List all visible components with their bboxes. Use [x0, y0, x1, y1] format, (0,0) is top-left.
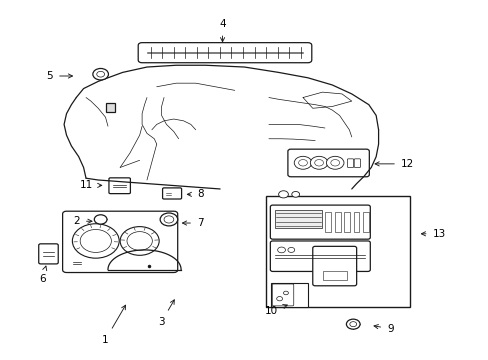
Bar [322, 271, 346, 280]
FancyBboxPatch shape [346, 159, 353, 167]
Text: 13: 13 [421, 229, 445, 239]
Circle shape [160, 213, 177, 226]
Text: 10: 10 [264, 305, 286, 316]
Bar [334, 212, 340, 232]
FancyBboxPatch shape [272, 284, 293, 306]
Circle shape [93, 68, 108, 80]
FancyBboxPatch shape [39, 244, 58, 264]
Circle shape [349, 321, 356, 327]
Text: 9: 9 [373, 324, 393, 334]
Circle shape [127, 231, 152, 250]
FancyBboxPatch shape [270, 241, 369, 271]
FancyBboxPatch shape [353, 159, 360, 167]
Text: 4: 4 [219, 19, 225, 42]
Text: 7: 7 [182, 218, 203, 228]
Text: 1: 1 [102, 305, 125, 345]
Circle shape [94, 215, 107, 224]
Circle shape [294, 156, 311, 169]
FancyBboxPatch shape [270, 205, 369, 239]
Circle shape [287, 247, 294, 252]
Bar [275, 211, 321, 228]
Circle shape [283, 291, 288, 295]
Circle shape [314, 159, 323, 166]
Text: 3: 3 [158, 300, 174, 327]
Circle shape [346, 319, 359, 329]
Bar [362, 212, 368, 232]
Circle shape [278, 191, 288, 198]
Bar [266, 196, 409, 307]
Circle shape [277, 247, 285, 253]
FancyBboxPatch shape [138, 42, 311, 63]
Circle shape [120, 226, 159, 255]
Text: 12: 12 [374, 159, 414, 169]
Circle shape [276, 297, 282, 301]
Circle shape [298, 159, 307, 166]
Circle shape [72, 224, 119, 258]
FancyBboxPatch shape [162, 188, 181, 199]
Circle shape [291, 192, 299, 197]
Text: 8: 8 [187, 189, 203, 199]
Circle shape [330, 159, 339, 166]
Circle shape [326, 156, 343, 169]
FancyBboxPatch shape [287, 149, 368, 177]
Bar [271, 283, 307, 307]
FancyBboxPatch shape [312, 246, 356, 286]
Circle shape [310, 156, 327, 169]
FancyBboxPatch shape [62, 211, 177, 273]
Bar [344, 212, 349, 232]
Text: 11: 11 [79, 180, 102, 190]
Circle shape [80, 229, 111, 252]
Circle shape [97, 71, 104, 77]
Text: 6: 6 [39, 266, 47, 284]
FancyBboxPatch shape [109, 178, 130, 194]
Text: 2: 2 [73, 216, 92, 226]
Bar [325, 212, 330, 232]
Text: 5: 5 [46, 71, 72, 81]
Polygon shape [105, 103, 115, 112]
Bar [353, 212, 359, 232]
Circle shape [163, 216, 173, 223]
